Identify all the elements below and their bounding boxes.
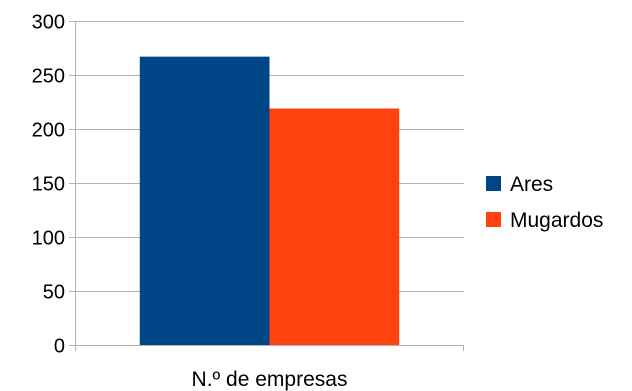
bar-mugardos: [269, 108, 400, 345]
legend-label-mugardos: Mugardos: [510, 209, 603, 232]
y-tick-label: 0: [54, 336, 65, 358]
bar-ares: [139, 56, 270, 345]
y-tick-label: 300: [32, 12, 65, 34]
axes: [75, 21, 464, 351]
x-tick-labels: N.º de empresas: [192, 368, 348, 391]
bars: [139, 56, 400, 345]
y-tick-label: 200: [32, 120, 65, 142]
y-tick-label: 50: [43, 282, 65, 304]
y-tick-labels: 0 50 100 150 200 250 300: [32, 12, 65, 358]
y-tick-label: 100: [32, 228, 65, 250]
legend-label-ares: Ares: [510, 173, 553, 196]
legend-swatch-ares: [486, 176, 501, 191]
legend-swatch-mugardos: [486, 212, 501, 227]
x-category-label: N.º de empresas: [192, 368, 348, 391]
y-tick-label: 150: [32, 174, 65, 196]
legend: Ares Mugardos: [486, 173, 603, 232]
plot-area: 0 50 100 150 200 250 300 N.º de empresas: [32, 12, 464, 391]
y-tick-label: 250: [32, 66, 65, 88]
